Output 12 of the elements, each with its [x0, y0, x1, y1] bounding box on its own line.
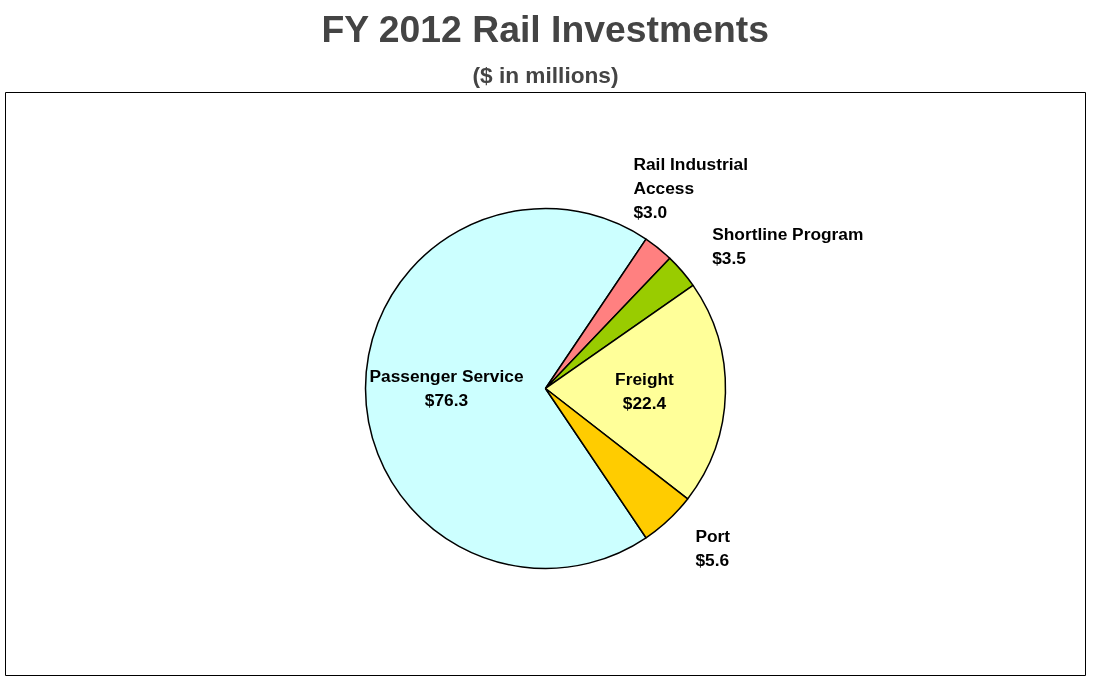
slice-label: Passenger Service — [369, 366, 524, 387]
data-label: $5.6 — [695, 550, 730, 571]
slice-label: Freight — [615, 369, 675, 389]
data-label: $3.0 — [633, 201, 668, 222]
data-label: $22.4 — [622, 393, 667, 413]
data-label: $3.5 — [712, 248, 747, 269]
chart-title: FY 2012 Rail Investments — [321, 7, 769, 50]
slice-label: Port — [695, 526, 731, 547]
data-label: $76.3 — [424, 390, 469, 411]
slice-label: Shortline Program — [712, 224, 864, 245]
chart-subtitle: ($ in millions) — [472, 61, 619, 88]
slice-label: Rail Industrial Access — [633, 153, 749, 198]
